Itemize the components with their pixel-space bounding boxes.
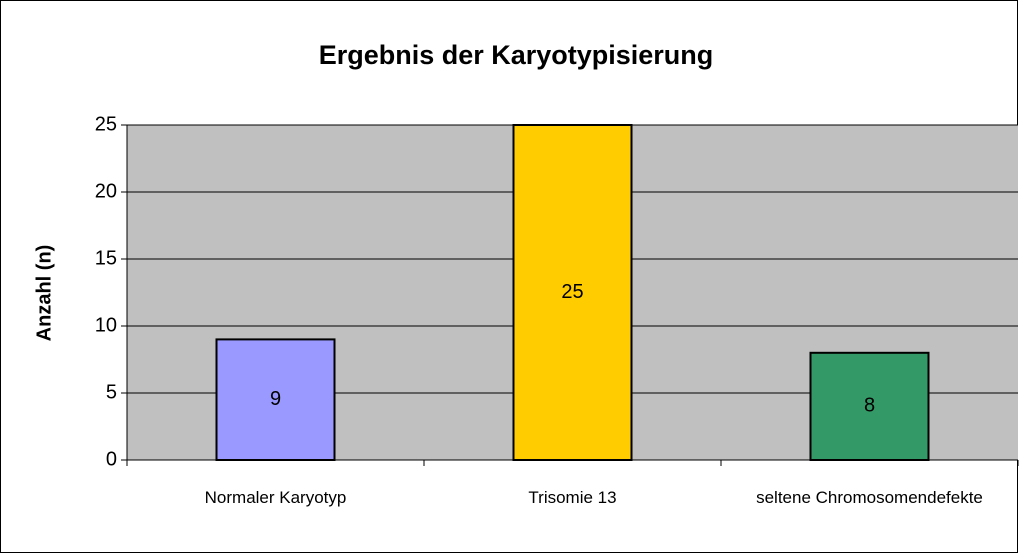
x-tick-label: Trisomie 13 (528, 488, 617, 507)
bar (809, 351, 930, 461)
y-tick-label: 0 (106, 448, 117, 470)
y-tick-label: 20 (95, 180, 117, 202)
bar (512, 124, 633, 461)
y-tick-label: 15 (95, 247, 117, 269)
y-axis-label: Anzahl (n) (33, 245, 55, 342)
data-label: 9 (270, 388, 281, 410)
bar (215, 338, 336, 461)
data-label: 8 (864, 395, 875, 417)
data-label: 25 (561, 281, 583, 303)
y-tick-label: 25 (95, 113, 117, 135)
x-tick-label: Normaler Karyotyp (204, 488, 347, 507)
chart-title: Ergebnis der Karyotypisierung (319, 40, 714, 70)
y-tick-label: 10 (95, 314, 117, 336)
x-tick-label: seltene Chromosomendefekte (756, 488, 983, 507)
y-tick-label: 5 (106, 381, 117, 403)
